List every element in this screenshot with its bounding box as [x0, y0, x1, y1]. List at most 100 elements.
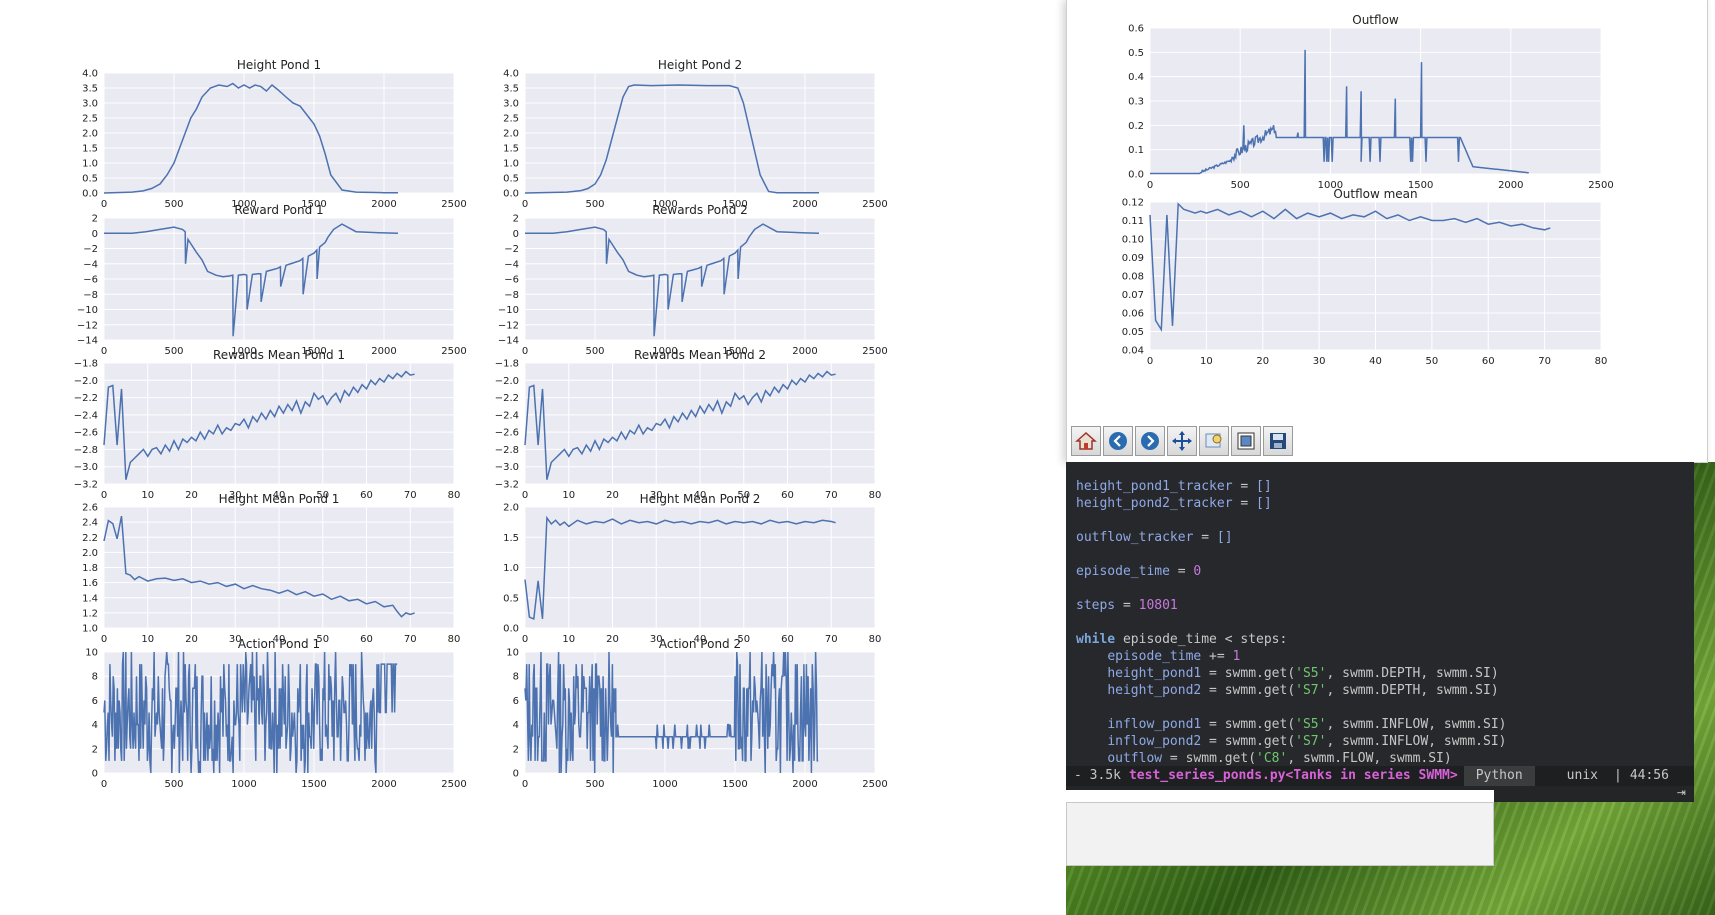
- series-line: [103, 515, 415, 618]
- code-line: [1076, 580, 1506, 597]
- x-tick-label: 10: [141, 490, 154, 501]
- y-tick-label: −3.2: [74, 480, 98, 491]
- y-tick-label: 0.04: [1122, 346, 1144, 357]
- x-tick-label: 50: [316, 634, 329, 645]
- x-tick-label: 1000: [231, 346, 256, 357]
- x-tick-label: 60: [360, 634, 373, 645]
- terminal-editor[interactable]: height_pond1_tracker = [] height_pond2_tr…: [1066, 462, 1694, 802]
- y-tick-label: −4: [504, 259, 519, 270]
- y-tick-label: 2.0: [503, 503, 519, 514]
- x-tick-label: 40: [273, 634, 286, 645]
- forward-button[interactable]: [1135, 426, 1165, 456]
- right-figure: 0 500 1000 1500 2000 25000.00.10.20.30.40.50.…: [1122, 13, 1614, 367]
- chart-title: Rewards Pond 2: [652, 203, 748, 217]
- back-button[interactable]: [1103, 426, 1133, 456]
- configure-subplots-button[interactable]: [1231, 426, 1261, 456]
- save-button[interactable]: [1263, 426, 1293, 456]
- x-tick-label: 2500: [441, 199, 466, 210]
- x-tick-label: 1000: [652, 779, 677, 790]
- chart-ofm: 0 10 20 30 40 50 60 70 80 0.04 0.05 0.06 0.07 0.08 0.0…: [1122, 187, 1608, 367]
- zoom-icon: [1205, 433, 1222, 448]
- x-tick-label: 50: [1426, 356, 1439, 367]
- x-tick-label: 10: [562, 490, 575, 501]
- x-tick-label: 0: [101, 199, 107, 210]
- y-tick-label: 2.2: [82, 533, 98, 544]
- x-tick-label: 20: [606, 490, 619, 501]
- chart-title: Height Pond 2: [658, 58, 742, 72]
- y-tick-label: 1.5: [82, 144, 98, 155]
- back-arrow-icon: [1109, 432, 1127, 450]
- x-tick-label: 500: [164, 199, 183, 210]
- chart-rp2: 0 500 1000 1500 2000 2500 −14 −12 −10 −8 −6 −4 −2 0 2 R…: [498, 203, 888, 357]
- x-tick-label: 1500: [722, 346, 747, 357]
- x-tick-label: 10: [141, 634, 154, 645]
- y-tick-label: −8: [83, 290, 98, 301]
- x-tick-label: 0: [522, 634, 528, 645]
- y-tick-label: 6: [513, 696, 519, 707]
- y-tick-label: 1.0: [82, 624, 98, 635]
- y-tick-label: −10: [498, 305, 519, 316]
- chart-title: Rewards Mean Pond 1: [213, 348, 345, 362]
- home-button[interactable]: [1071, 426, 1101, 456]
- series-line: [103, 370, 415, 480]
- x-tick-label: 0: [1147, 356, 1153, 367]
- y-tick-label: 2.4: [82, 518, 98, 529]
- x-tick-label: 20: [606, 634, 619, 645]
- chart-title: Reward Pond 1: [234, 203, 323, 217]
- x-tick-label: 80: [869, 634, 882, 645]
- y-tick-label: 0.5: [503, 174, 519, 185]
- series-line: [524, 370, 836, 480]
- y-tick-label: 0.08: [1122, 272, 1144, 283]
- x-tick-label: 80: [448, 490, 461, 501]
- x-tick-label: 2500: [862, 199, 887, 210]
- x-tick-label: 20: [185, 634, 198, 645]
- y-tick-label: 0.12: [1122, 198, 1144, 209]
- x-tick-label: 500: [164, 346, 183, 357]
- x-tick-label: 20: [185, 490, 198, 501]
- y-tick-label: −8: [504, 290, 519, 301]
- y-tick-label: 2.0: [503, 129, 519, 140]
- x-tick-label: 30: [229, 490, 242, 501]
- x-tick-label: 2500: [862, 779, 887, 790]
- series-line: [525, 223, 820, 337]
- x-tick-label: 500: [585, 346, 604, 357]
- zoom-button[interactable]: [1199, 426, 1229, 456]
- chart-of: 0 500 1000 1500 2000 2500 0.0 0.1 0.2 0.3 0.4 0.5 0.…: [1128, 13, 1614, 191]
- y-tick-label: 2.0: [82, 129, 98, 140]
- y-tick-label: 2.6: [82, 503, 98, 514]
- y-tick-label: 0.2: [1128, 121, 1144, 132]
- x-tick-label: 70: [825, 490, 838, 501]
- y-tick-label: 0.09: [1122, 253, 1144, 264]
- outflow-figure-window[interactable]: 0 500 1000 1500 2000 2500 0.0 0.1 0.2 0.3 0.4 0.5 0.…: [1066, 0, 1708, 463]
- chart-hmp1: 0 10 20 30 40 50 60 70 80 1.0 1.2 1.4 1.6 1.8 2.0 2.2 2.…: [82, 492, 460, 645]
- y-tick-label: −10: [77, 305, 98, 316]
- x-tick-label: 70: [404, 490, 417, 501]
- x-tick-label: 60: [360, 490, 373, 501]
- chart-hp1: 0 500 1000 1500 2000 2500 0.0 0.5 1.0 1.5 2.0 2.5 3.…: [82, 58, 467, 210]
- encoding: unix: [1566, 768, 1598, 783]
- code-editor[interactable]: height_pond1_tracker = [] height_pond2_tr…: [1076, 478, 1506, 767]
- chart-rmp2: 0 10 20 30 40 50 60 70 80 −3.2 −3.0 −2.8 −2.6 −2.4 −2.…: [495, 348, 882, 501]
- x-tick-label: 0: [522, 779, 528, 790]
- series-line: [103, 82, 398, 194]
- x-tick-label: 2000: [1498, 180, 1523, 191]
- y-tick-label: 3.0: [82, 99, 98, 110]
- background-window[interactable]: [1066, 802, 1494, 866]
- x-tick-label: 0: [101, 779, 107, 790]
- x-tick-label: 0: [522, 199, 528, 210]
- x-tick-label: 50: [316, 490, 329, 501]
- pan-icon: [1172, 431, 1192, 451]
- x-tick-label: 0: [522, 490, 528, 501]
- y-tick-label: 0.6: [1128, 24, 1144, 35]
- y-tick-label: 0.5: [1128, 48, 1144, 59]
- chart-rp1: 0 500 1000 1500 2000 2500 −14 −12 −10 −8 −6 −4 −2 0 2 R…: [77, 203, 467, 357]
- forward-arrow-icon: [1141, 432, 1159, 450]
- x-tick-label: 0: [101, 490, 107, 501]
- chart-title: Action Pond 1: [238, 637, 320, 651]
- y-tick-label: 6: [92, 696, 98, 707]
- code-line: height_pond1 = swmm.get('S5', swmm.DEPTH…: [1107, 666, 1499, 681]
- x-tick-label: 1500: [301, 346, 326, 357]
- pan-button[interactable]: [1167, 426, 1197, 456]
- buffer-filename: test_series_ponds.py<Tanks in series SWM…: [1128, 768, 1458, 783]
- y-tick-label: −2.6: [74, 428, 98, 439]
